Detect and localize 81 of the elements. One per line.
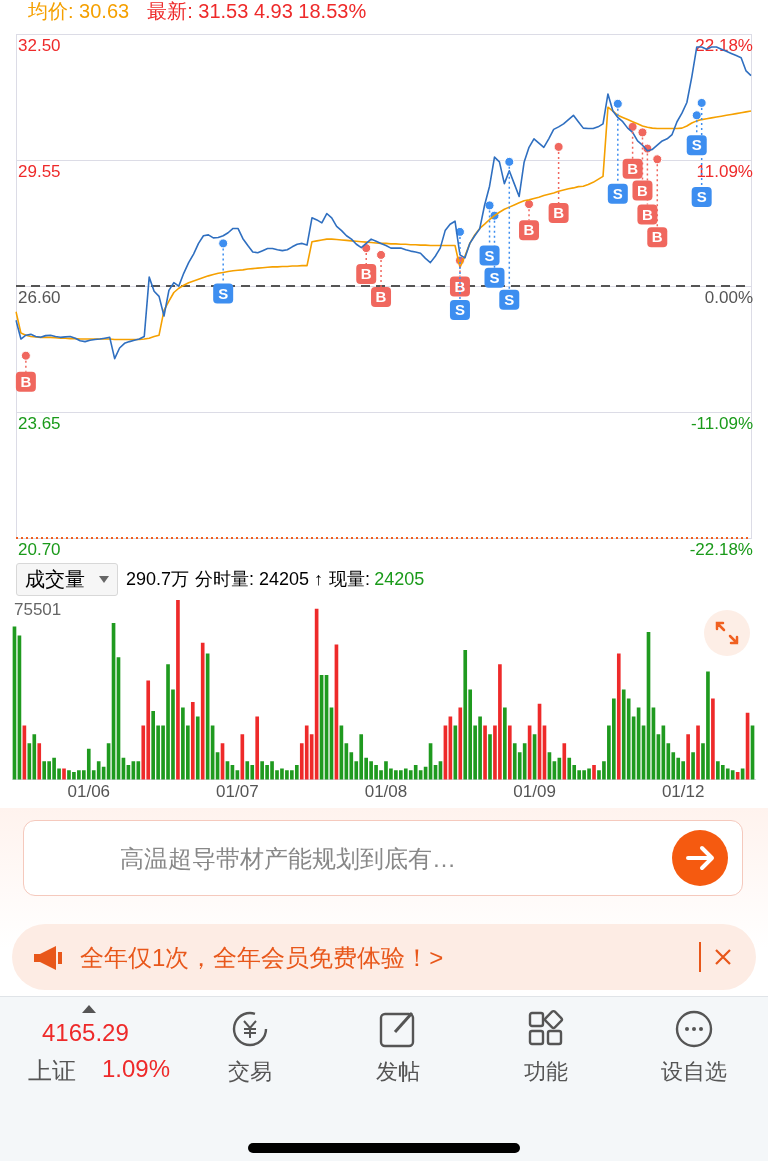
text: 4165.29 — [42, 1019, 129, 1047]
bar — [96, 761, 101, 780]
text: 290.7万 — [126, 568, 190, 591]
bar — [483, 725, 487, 780]
bar — [616, 653, 621, 780]
text: 高温超导带材产能规划到底有… — [120, 844, 456, 874]
x-tick-label: 01/09 — [513, 782, 556, 802]
bar — [592, 764, 596, 780]
text: 交易 — [227, 1058, 273, 1086]
y2-tick-label: -22.18% — [689, 539, 753, 559]
bar — [37, 743, 42, 780]
bar — [413, 764, 418, 780]
y-tick-label: 32.50 — [18, 35, 61, 55]
bar — [711, 698, 715, 780]
text: 1.09% — [102, 1055, 171, 1083]
data-label: B — [375, 288, 387, 306]
data-label: S — [504, 291, 515, 308]
y2-tick-label: 22.18% — [695, 35, 753, 55]
bar — [686, 734, 690, 780]
bar — [195, 716, 200, 780]
y-tick-label: 20.70 — [18, 539, 61, 559]
data-label: B — [651, 228, 663, 246]
x-tick-label: 01/06 — [67, 782, 111, 802]
text: 24205 — [374, 568, 425, 590]
data-label: B — [523, 221, 535, 239]
data-label: B — [360, 265, 372, 283]
text: 现量: — [329, 568, 371, 591]
bar — [503, 707, 507, 780]
y-tick-label: 29.55 — [18, 161, 61, 181]
bar — [458, 707, 463, 780]
data-label: B — [627, 159, 639, 177]
bar — [562, 743, 567, 780]
bar — [294, 764, 299, 780]
text: 功能 — [523, 1058, 569, 1086]
data-label: B — [641, 205, 653, 223]
text: 均价: 30.63 — [28, 0, 130, 22]
x-tick-label: 01/07 — [216, 782, 259, 802]
data-label: S — [489, 268, 500, 286]
bar — [567, 757, 572, 780]
bar — [488, 734, 492, 780]
text: 上证 — [28, 1056, 76, 1086]
bar — [691, 752, 695, 780]
text: 分时量: 24205 ↑ — [195, 568, 324, 591]
x-tick-label: 01/08 — [364, 782, 408, 802]
y2-tick-label: 11.09% — [696, 161, 753, 181]
chart-title: 成交量 — [25, 566, 85, 592]
y2-tick-label: 0.00% — [704, 287, 753, 307]
bar — [32, 734, 37, 780]
data-label: B — [553, 204, 565, 222]
bar — [522, 743, 527, 780]
bar — [200, 642, 205, 780]
bar — [730, 770, 735, 780]
text: 设自选 — [660, 1058, 728, 1086]
data-label: S — [696, 188, 707, 206]
data-label: S — [218, 284, 229, 302]
bar — [453, 725, 458, 780]
text: 全年仅1次，全年会员免费体验！> — [80, 943, 444, 973]
bar — [245, 761, 250, 780]
bar — [190, 702, 195, 780]
data-label: B — [637, 181, 649, 199]
y-tick-label: 26.60 — [18, 287, 61, 307]
bar — [136, 761, 141, 780]
data-label: B — [454, 277, 466, 295]
bar — [62, 768, 66, 780]
bar — [696, 725, 700, 780]
data-label: S — [691, 136, 702, 154]
text: 发帖 — [375, 1058, 421, 1086]
bar — [463, 649, 468, 780]
bar — [42, 761, 47, 780]
y2-tick-label: -11.09% — [690, 413, 753, 433]
bar — [507, 725, 512, 780]
bar — [255, 716, 260, 780]
x-tick-label: 01/12 — [661, 782, 705, 802]
data-label: S — [484, 246, 495, 264]
data-label: S — [612, 184, 623, 202]
annotation: 75501 — [14, 600, 62, 620]
y-tick-label: 23.65 — [18, 413, 61, 433]
text: 最新: 31.53 4.93 18.53% — [147, 0, 367, 22]
bar — [176, 600, 180, 780]
data-label: S — [454, 301, 465, 319]
data-label: B — [20, 372, 32, 390]
